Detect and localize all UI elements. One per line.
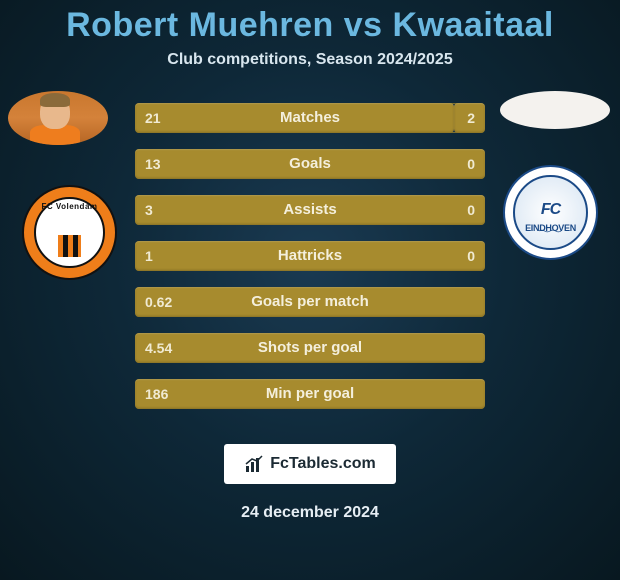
stat-label: Min per goal bbox=[135, 379, 485, 409]
club-right-logo: FC EINDHOVEN bbox=[503, 165, 598, 260]
subtitle: Club competitions, Season 2024/2025 bbox=[167, 51, 452, 69]
eindhoven-waves-icon bbox=[539, 222, 562, 230]
stat-label: Goals bbox=[135, 149, 485, 179]
volendam-ring-inner: FC Volendam bbox=[34, 197, 105, 268]
stat-label: Matches bbox=[135, 103, 485, 133]
date-text: 24 december 2024 bbox=[0, 504, 620, 522]
comparison-body: FC Volendam FC EINDHOVEN 212Matches 130Go… bbox=[0, 91, 620, 580]
stat-row: 10Hattricks bbox=[135, 241, 485, 271]
stat-label: Goals per match bbox=[135, 287, 485, 317]
volendam-stripes bbox=[58, 235, 81, 257]
stat-label: Hattricks bbox=[135, 241, 485, 271]
stat-label: Shots per goal bbox=[135, 333, 485, 363]
chart-icon bbox=[244, 454, 264, 474]
stat-bars: 212Matches 130Goals 30Assists 10Hattricks 0.… bbox=[135, 103, 485, 425]
player-left-photo bbox=[8, 91, 108, 145]
stat-row: 30Assists bbox=[135, 195, 485, 225]
stat-row: 0.62Goals per match bbox=[135, 287, 485, 317]
stat-row: 186Min per goal bbox=[135, 379, 485, 409]
comparison-card: Robert Muehren vs Kwaaitaal Club competi… bbox=[0, 0, 620, 580]
brand-text: FcTables.com bbox=[270, 455, 376, 473]
volendam-text: FC Volendam bbox=[36, 202, 103, 211]
eindhoven-ring-inner: FC EINDHOVEN bbox=[513, 175, 588, 250]
photo-hair bbox=[40, 93, 70, 107]
club-left-logo: FC Volendam bbox=[22, 185, 117, 280]
stat-row: 212Matches bbox=[135, 103, 485, 133]
player-right-photo bbox=[500, 91, 610, 129]
page-title: Robert Muehren vs Kwaaitaal bbox=[66, 6, 554, 45]
stat-row: 4.54Shots per goal bbox=[135, 333, 485, 363]
stat-row: 130Goals bbox=[135, 149, 485, 179]
brand-badge: FcTables.com bbox=[224, 444, 396, 484]
stat-label: Assists bbox=[135, 195, 485, 225]
eindhoven-fc-text: FC bbox=[515, 201, 586, 219]
